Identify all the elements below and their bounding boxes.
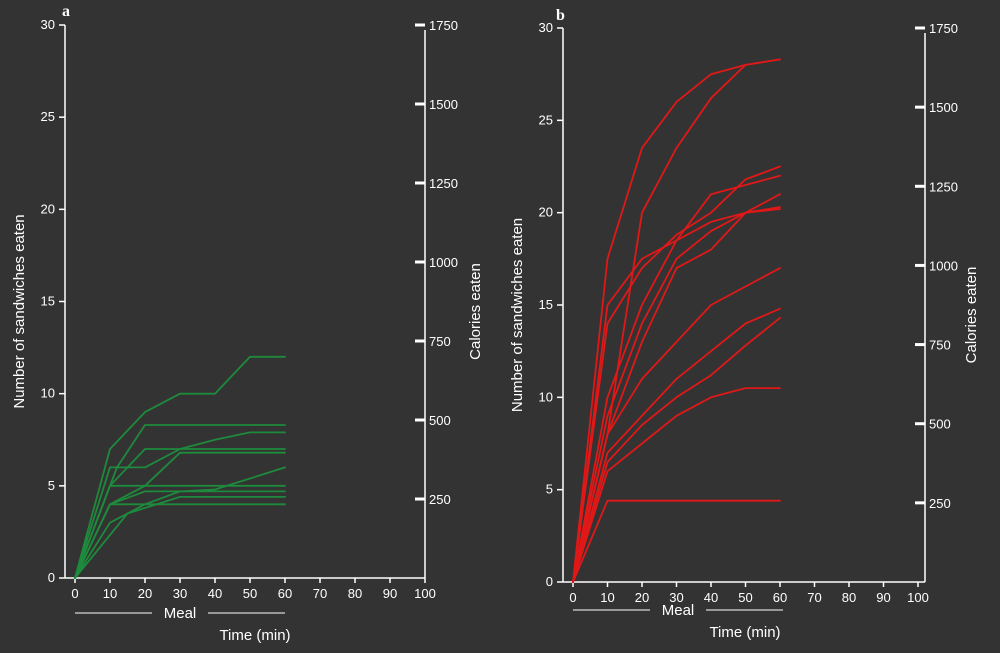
series-line-1 [572,58,781,583]
panel-b: b 0 5 10 15 20 25 30 0 10 20 30 40 50 60 70 80 90 100 250 50… [509,7,980,641]
y-tick-label: 0 [546,574,553,589]
x-tick-label: 10 [103,586,117,601]
series-line-11 [572,387,781,583]
x-tick-label: 80 [842,590,856,605]
series-line-8 [74,495,286,579]
y-tick-label: 25 [539,112,553,127]
series-line-6 [74,484,286,579]
x-tick-label: 40 [208,586,222,601]
x-tick-label: 70 [807,590,821,605]
y-tick-label: 20 [41,201,55,216]
x-tick-label: 20 [635,590,649,605]
series-line-2 [74,424,286,579]
series-line-9 [74,503,286,579]
x-tick-label: 40 [704,590,718,605]
right-tick-label: 1000 [429,255,458,270]
meal-label: Meal [164,605,197,622]
right-tick-label: 750 [429,334,451,349]
right-tick-label: 1250 [929,179,958,194]
panel-letter: a [62,3,70,20]
right-tick-label: 1500 [429,97,458,112]
series-line-5 [74,451,286,579]
x-axis-label: Time (min) [709,624,780,641]
y-tick-label: 20 [539,205,553,220]
series-line-9 [572,307,781,583]
x-tick-label: 50 [243,586,257,601]
right-tick-label: 750 [929,338,951,353]
x-tick-label: 70 [313,586,327,601]
series-line-5 [572,174,781,583]
right-tick-label: 1000 [929,258,958,273]
meal-label: Meal [662,602,695,619]
x-tick-label: 60 [278,586,292,601]
right-tick-label: 1750 [429,18,458,33]
y-tick-label: 25 [41,109,55,124]
panel-letter: b [556,7,565,24]
right-tick-label: 500 [429,413,451,428]
right-axis-label: Calories eaten [467,263,484,360]
x-axis-label: Time (min) [219,627,290,644]
series-line-10 [572,316,781,583]
x-tick-label: 50 [738,590,752,605]
y-tick-label: 30 [539,20,553,35]
x-tick-label: 10 [600,590,614,605]
x-tick-label: 100 [907,590,929,605]
right-tick-label: 1500 [929,100,958,115]
right-axis-label: Calories eaten [963,267,980,364]
right-tick-label: 250 [929,496,951,511]
series-line-7 [572,206,781,583]
series-line-4 [572,165,781,583]
series-line-3 [74,431,286,579]
right-tick-label: 1750 [929,21,958,36]
right-tick-label: 1250 [429,176,458,191]
series-line-1 [74,355,286,579]
x-tick-label: 90 [876,590,890,605]
y-tick-label: 5 [48,478,55,493]
y-tick-label: 30 [41,17,55,32]
right-tick-label: 250 [429,492,451,507]
x-tick-label: 30 [173,586,187,601]
x-tick-label: 0 [569,590,576,605]
x-tick-label: 0 [71,586,78,601]
x-tick-label: 90 [383,586,397,601]
series-line-2 [572,58,781,583]
x-tick-label: 20 [138,586,152,601]
series-line-3 [572,208,781,583]
panel-a: a 0 5 10 15 20 25 30 0 10 20 30 40 50 60 70 80 90 100 250 50… [11,3,484,644]
y-tick-label: 10 [539,389,553,404]
y-tick-label: 15 [539,297,553,312]
left-axis-label: Number of sandwiches eaten [509,218,526,412]
y-tick-label: 10 [41,386,55,401]
x-tick-label: 80 [348,586,362,601]
y-tick-label: 0 [48,570,55,585]
series-line-8 [572,267,781,583]
series-line-10 [74,466,286,579]
y-tick-label: 15 [41,294,55,309]
x-tick-label: 60 [773,590,787,605]
x-tick-label: 100 [414,586,436,601]
right-tick-label: 500 [929,417,951,432]
x-tick-label: 30 [669,590,683,605]
y-tick-label: 5 [546,482,553,497]
series-line-12 [572,499,781,583]
left-axis-label: Number of sandwiches eaten [11,214,28,408]
